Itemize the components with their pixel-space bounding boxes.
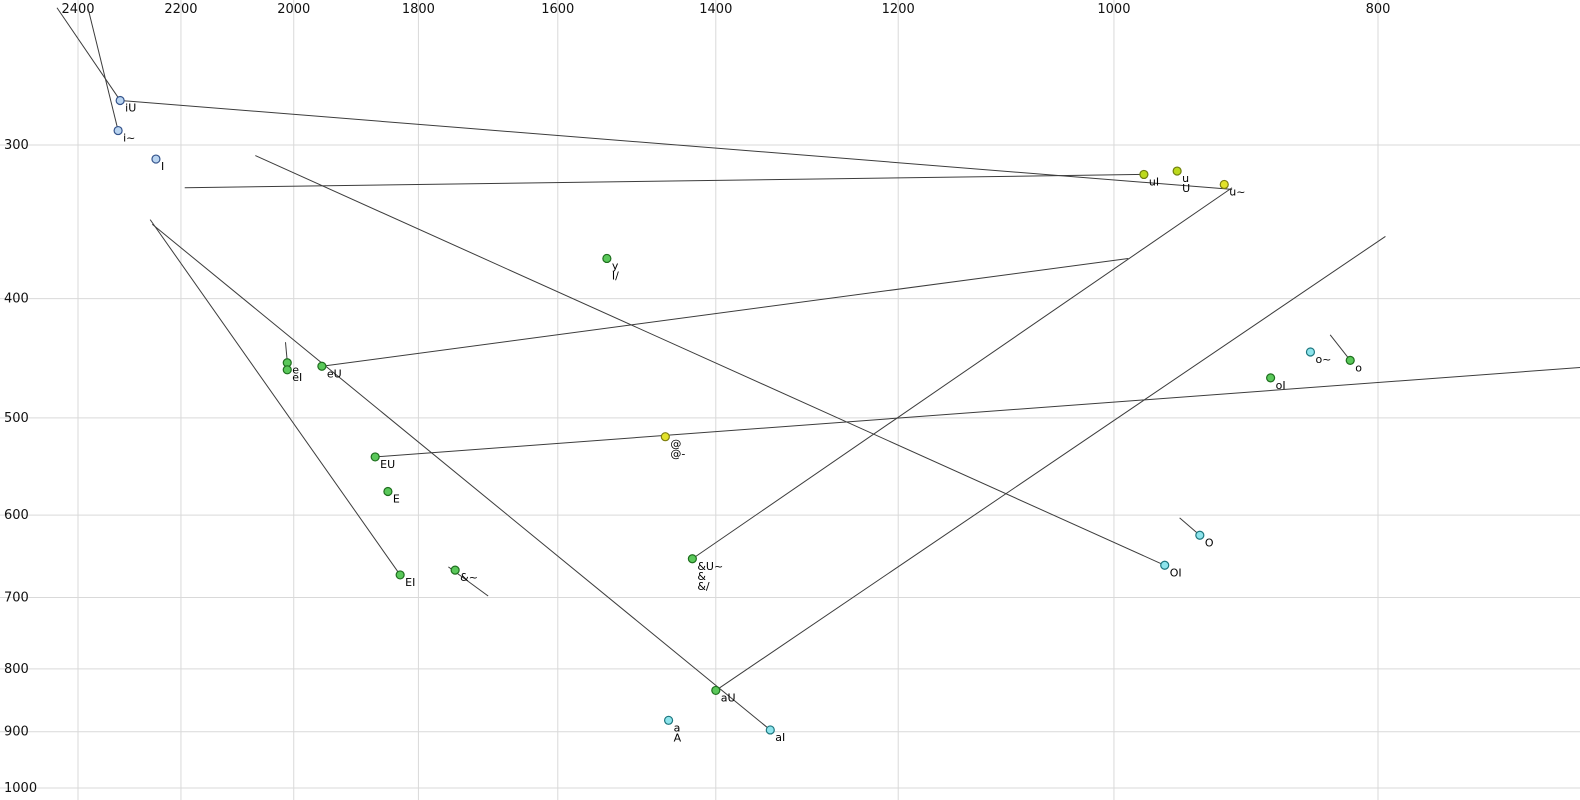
- vowel-point: [115, 95, 125, 106]
- vowel-label: oI: [1276, 379, 1286, 392]
- vowel-label: eI: [292, 371, 302, 384]
- diphthong-line: [149, 219, 401, 576]
- vowel-point: [370, 452, 380, 462]
- vowel-label: O: [1205, 536, 1214, 549]
- x-tick-label: 1400: [699, 2, 732, 17]
- vowel-label: o~: [1315, 353, 1331, 366]
- vowel-label: uI: [1149, 175, 1159, 188]
- vowel-label: a: [674, 721, 681, 734]
- vowel-label: i~: [123, 132, 135, 145]
- vowel-point: [113, 125, 123, 136]
- x-tick-label: 2000: [277, 2, 310, 17]
- x-tick-label: 2200: [164, 2, 197, 17]
- x-tick-label: 1600: [541, 2, 574, 17]
- x-tick-label: 1000: [1097, 2, 1130, 17]
- y-tick-label: 1000: [4, 781, 37, 796]
- vowel-point: [383, 486, 393, 497]
- vowel-point: [1219, 179, 1229, 190]
- vowel-label: y: [612, 259, 619, 272]
- vowel-point: [711, 685, 721, 696]
- vowel-point: [317, 361, 327, 371]
- x-tick-label: 1800: [402, 2, 435, 17]
- vowel-point: [1305, 347, 1316, 357]
- x-tick-label: 800: [1366, 2, 1391, 17]
- vowel-label: iU: [125, 101, 136, 114]
- y-tick-label: 300: [4, 138, 29, 153]
- vowel-label: &: [697, 570, 706, 583]
- vowel-point: [1139, 169, 1149, 180]
- vowel-point: [282, 365, 292, 375]
- vowel-label: E: [393, 493, 400, 506]
- vowel-point: [151, 154, 161, 164]
- diphthong-line: [321, 257, 1129, 367]
- vowel-label: o: [1355, 361, 1362, 374]
- vowel-label: aI: [775, 731, 785, 744]
- vowel-point: [765, 725, 775, 735]
- vowel-point: [687, 554, 697, 564]
- y-tick-label: 800: [4, 662, 29, 677]
- vowel-point: [663, 715, 674, 725]
- vowel-label: EU: [380, 458, 395, 471]
- diphthong-line: [87, 7, 119, 131]
- diphthong-line: [715, 235, 1386, 691]
- vowel-label: eU: [327, 367, 342, 380]
- vowel-point: [450, 565, 460, 575]
- vowel-label: &~: [460, 571, 478, 584]
- diphthong-line: [120, 99, 1233, 190]
- y-tick-label: 500: [4, 411, 29, 426]
- vowel-label: A: [674, 731, 682, 744]
- diphthong-line: [56, 7, 121, 101]
- vowel-point: [602, 253, 612, 264]
- diphthong-line: [375, 367, 1580, 458]
- diphthong-line: [692, 187, 1233, 560]
- vowel-point: [660, 432, 670, 442]
- vowel-label: u: [1182, 172, 1189, 185]
- vowel-point: [1195, 530, 1205, 540]
- x-tick-label: 1200: [882, 2, 915, 17]
- vowel-label: e: [292, 364, 299, 377]
- diphthong-line: [255, 155, 1165, 566]
- diphthong-line: [151, 223, 771, 731]
- vowel-label: &U~: [697, 560, 723, 573]
- vowel-label: U: [1182, 182, 1190, 195]
- diphthong-line: [1329, 334, 1351, 361]
- vowel-label: OI: [1170, 566, 1182, 579]
- vowel-label: I/: [612, 269, 619, 282]
- y-tick-label: 900: [4, 725, 29, 740]
- vowel-point: [1160, 560, 1170, 570]
- diphthong-line: [184, 173, 1144, 189]
- vowel-point: [1266, 373, 1276, 383]
- y-tick-label: 400: [4, 292, 29, 307]
- vowel-label: I: [161, 160, 164, 173]
- y-tick-label: 600: [4, 508, 29, 523]
- vowel-point: [395, 570, 405, 580]
- vowel-label: &/: [697, 580, 710, 593]
- vowel-point: [1172, 166, 1182, 176]
- vowel-label: u~: [1229, 185, 1245, 198]
- x-tick-label: 2400: [61, 2, 94, 17]
- vowel-label: EI: [405, 576, 415, 589]
- vowel-label: aU: [721, 691, 736, 704]
- vowel-point: [1345, 355, 1355, 365]
- vowel-label: @: [670, 438, 681, 451]
- y-tick-label: 700: [4, 591, 29, 606]
- vowel-label: @-: [670, 448, 685, 461]
